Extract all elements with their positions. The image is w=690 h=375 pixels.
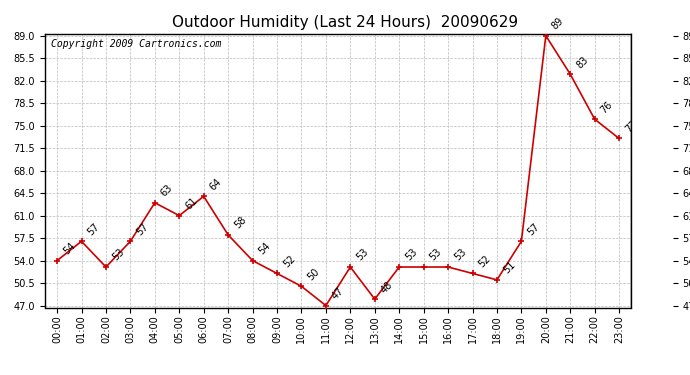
- Text: 64: 64: [208, 176, 224, 192]
- Text: 89: 89: [550, 16, 566, 32]
- Text: 50: 50: [306, 266, 322, 282]
- Text: 51: 51: [501, 260, 517, 276]
- Text: 48: 48: [379, 279, 395, 295]
- Text: 52: 52: [281, 254, 297, 269]
- Text: 57: 57: [135, 221, 150, 237]
- Text: 54: 54: [61, 241, 77, 256]
- Text: 54: 54: [257, 241, 273, 256]
- Text: Copyright 2009 Cartronics.com: Copyright 2009 Cartronics.com: [51, 39, 221, 49]
- Text: 63: 63: [159, 183, 175, 199]
- Text: 57: 57: [86, 221, 101, 237]
- Text: 53: 53: [355, 247, 371, 263]
- Text: 76: 76: [599, 99, 615, 115]
- Text: 73: 73: [623, 118, 639, 134]
- Text: 53: 53: [428, 247, 444, 263]
- Text: 53: 53: [404, 247, 420, 263]
- Text: 53: 53: [110, 247, 126, 263]
- Text: 53: 53: [452, 247, 468, 263]
- Text: 47: 47: [330, 286, 346, 302]
- Text: 58: 58: [233, 215, 248, 231]
- Text: 52: 52: [477, 254, 493, 269]
- Text: Outdoor Humidity (Last 24 Hours)  20090629: Outdoor Humidity (Last 24 Hours) 2009062…: [172, 15, 518, 30]
- Text: 83: 83: [574, 54, 590, 70]
- Text: 57: 57: [526, 221, 542, 237]
- Text: 61: 61: [184, 196, 199, 211]
